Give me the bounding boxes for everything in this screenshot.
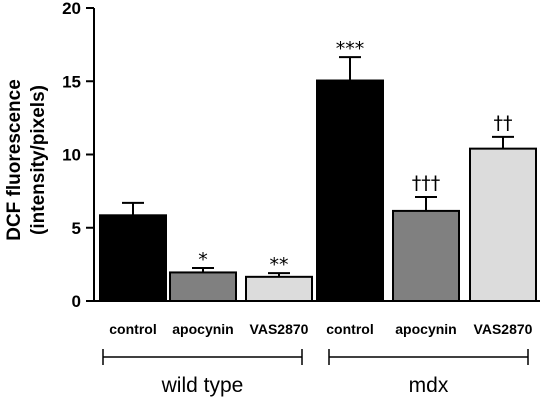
bar: [99, 214, 167, 302]
y-tick-label: 10: [62, 146, 81, 165]
bar: [392, 209, 460, 302]
y-axis-title-line2: (intensity/pixels): [28, 85, 49, 235]
significance-marker: ††: [494, 112, 513, 134]
y-tick-label: 20: [62, 0, 81, 18]
category-label: apocynin: [395, 321, 456, 337]
category-label: apocynin: [172, 321, 233, 337]
group-brackets: wild type mdx: [102, 349, 529, 397]
bar: [316, 79, 384, 302]
y-axis: 0 5 10 15 20: [62, 0, 95, 311]
bars: * *****†††††: [94, 38, 540, 303]
y-tick-label: 15: [62, 72, 81, 91]
significance-marker: ***: [336, 38, 365, 60]
significance-marker: **: [270, 254, 289, 276]
bar: [169, 271, 237, 302]
group-label: wild type: [161, 374, 244, 397]
bar: [469, 147, 537, 302]
category-label: VAS2870: [250, 321, 309, 337]
group-label: mdx: [409, 374, 449, 397]
y-axis-title-line1: DCF fluorescence: [4, 79, 25, 241]
category-labels: control apocynin VAS2870 control apocynin VAS…: [109, 321, 532, 337]
category-label: control: [109, 321, 156, 337]
y-tick-label: 0: [72, 292, 81, 311]
significance-marker: *: [198, 249, 208, 271]
significance-marker: †††: [412, 172, 441, 194]
category-label: VAS2870: [474, 321, 533, 337]
y-tick-label: 5: [72, 219, 81, 238]
bar: [245, 275, 313, 303]
category-label: control: [326, 321, 373, 337]
y-axis-title: DCF fluorescence (intensity/pixels): [4, 79, 49, 241]
